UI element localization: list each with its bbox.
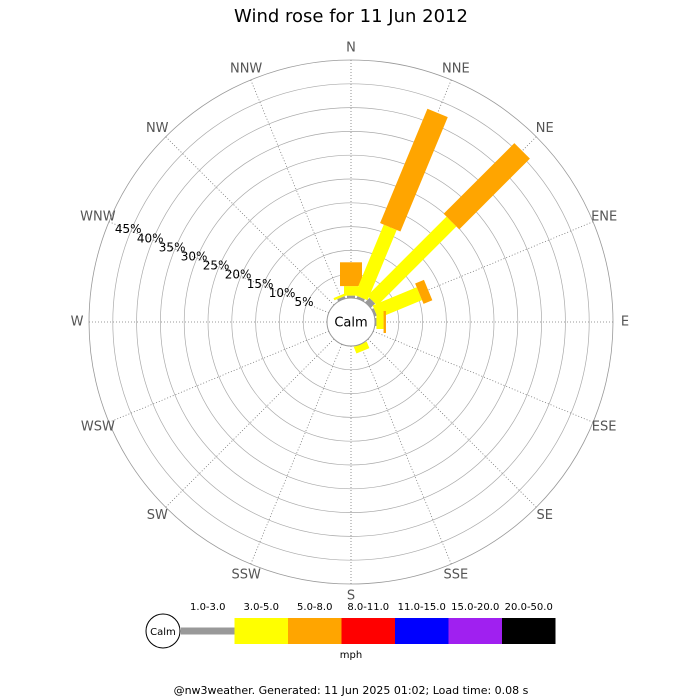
calm-circle (326, 297, 376, 347)
spoke (373, 330, 594, 423)
direction-label: SW (147, 508, 168, 523)
wind-bar (372, 287, 423, 319)
tick-label: 40% (137, 231, 164, 245)
direction-label: N (346, 41, 356, 56)
legend-label: 5.0-8.0 (297, 602, 332, 613)
wind-bar (365, 297, 376, 308)
wind-bar (415, 279, 433, 304)
wind-bar (333, 292, 348, 301)
wind-bar (376, 315, 384, 329)
tick-label: 20% (225, 268, 252, 282)
grid-ring (279, 250, 423, 394)
legend-swatch (181, 627, 235, 635)
tick-label: 25% (203, 259, 230, 273)
direction-label: NNW (230, 61, 262, 76)
wind-bar (380, 108, 448, 232)
direction-label: NW (146, 121, 169, 136)
wind-bar (367, 216, 457, 306)
tick-label: 45% (115, 222, 142, 236)
spoke (250, 344, 343, 565)
grid-ring (183, 154, 519, 490)
legend-calm-circle (145, 613, 181, 649)
unit-label: mph (340, 650, 362, 661)
spoke (367, 338, 537, 508)
spoke (108, 330, 329, 423)
grid-ring (255, 226, 447, 418)
legend-swatch (395, 618, 449, 644)
wind-bar (354, 224, 397, 301)
direction-label: SSE (443, 568, 468, 583)
wind-bar (443, 143, 530, 230)
direction-label: NE (536, 121, 554, 136)
chart-title: Wind rose for 11 Jun 2012 (234, 6, 468, 27)
direction-label: ESE (592, 419, 617, 434)
wind-bar (344, 286, 358, 296)
legend-label: 15.0-20.0 (451, 602, 499, 613)
legend-swatch (234, 618, 288, 644)
legend-swatch (288, 618, 342, 644)
grid-ring (231, 202, 471, 442)
legend-swatch (341, 618, 395, 644)
wind-bar (337, 296, 346, 302)
direction-label: W (71, 315, 84, 330)
spoke (165, 338, 335, 508)
legend-calm-label: Calm (150, 627, 176, 638)
wind-bar (356, 296, 365, 302)
wind-bar (347, 295, 355, 298)
tick-label: 5% (295, 295, 314, 309)
direction-label: SSW (231, 568, 261, 583)
legend-label: 3.0-5.0 (244, 602, 279, 613)
wind-bar (371, 308, 377, 317)
grid-ring (207, 178, 495, 466)
grid-ring (136, 107, 566, 537)
legend-swatch (448, 618, 502, 644)
calm-label: Calm (334, 316, 367, 331)
direction-label: NNE (442, 61, 470, 76)
wind-bar (383, 311, 386, 333)
tick-label: 30% (181, 250, 208, 264)
direction-label: SE (537, 508, 553, 523)
direction-label: ENE (591, 210, 617, 225)
tick-label: 35% (159, 240, 186, 254)
tick-label: 10% (269, 286, 296, 300)
direction-label: S (347, 589, 355, 604)
legend-label: 20.0-50.0 (505, 602, 553, 613)
grid-ring (112, 83, 590, 561)
footer: @nw3weather. Generated: 11 Jun 2025 01:0… (174, 684, 529, 697)
tick-label: 15% (247, 277, 274, 291)
legend-label: 8.0-11.0 (347, 602, 389, 613)
legend-swatch (502, 618, 556, 644)
wind-bar (353, 341, 370, 354)
direction-label: E (621, 315, 629, 330)
spoke (250, 79, 343, 300)
direction-label: WNW (80, 210, 116, 225)
grid-ring (160, 131, 542, 513)
wind-bar (340, 262, 362, 287)
spoke (108, 221, 329, 314)
spoke (165, 136, 335, 306)
legend-label: 11.0-15.0 (398, 602, 446, 613)
legend-label: 1.0-3.0 (190, 602, 225, 613)
spoke (359, 344, 452, 565)
direction-label: WSW (81, 419, 115, 434)
